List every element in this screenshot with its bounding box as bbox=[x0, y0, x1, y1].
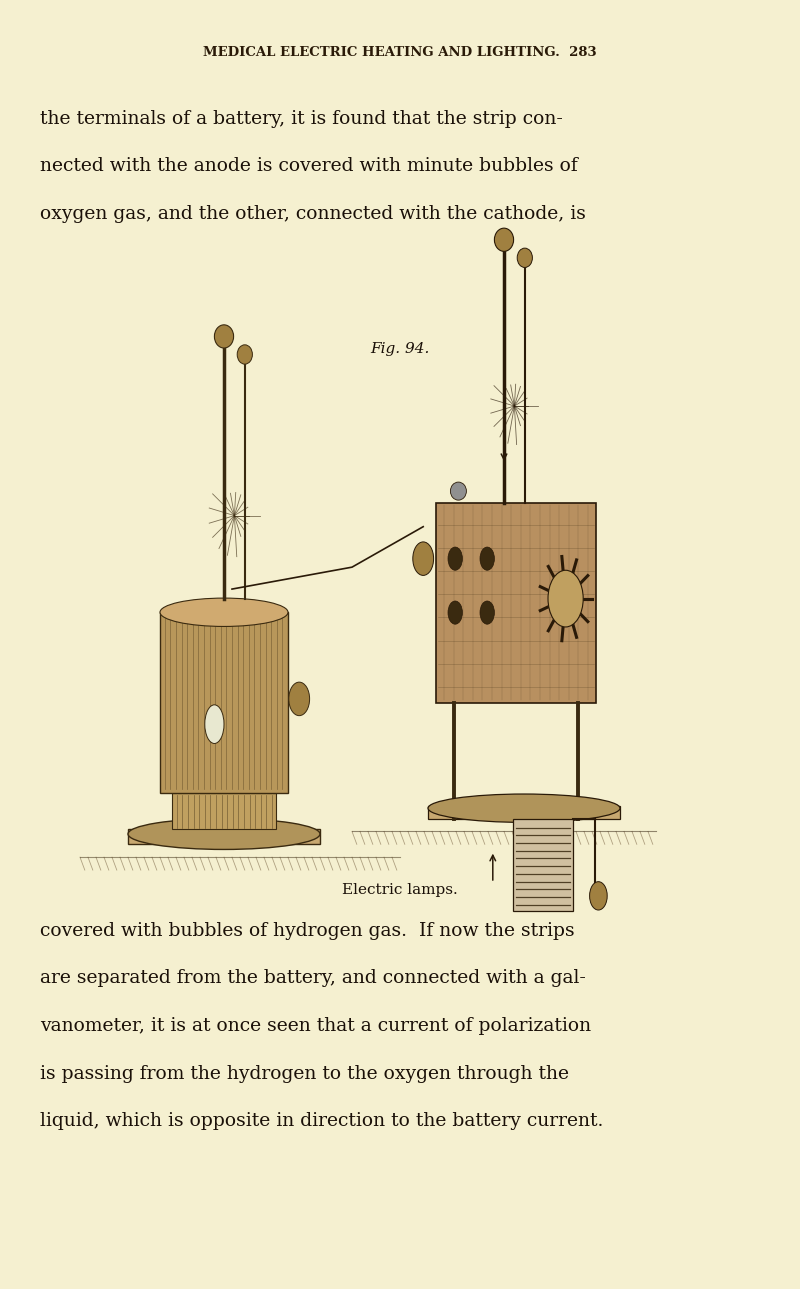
Circle shape bbox=[548, 570, 583, 626]
Ellipse shape bbox=[450, 482, 466, 500]
Text: are separated from the battery, and connected with a gal-: are separated from the battery, and conn… bbox=[40, 969, 586, 987]
Bar bbox=[160, 612, 288, 793]
Ellipse shape bbox=[160, 598, 288, 626]
Circle shape bbox=[448, 547, 462, 570]
Text: liquid, which is opposite in direction to the battery current.: liquid, which is opposite in direction t… bbox=[40, 1112, 603, 1130]
Text: Electric lamps.: Electric lamps. bbox=[342, 883, 458, 897]
Ellipse shape bbox=[214, 325, 234, 348]
Text: the terminals of a battery, it is found that the strip con-: the terminals of a battery, it is found … bbox=[40, 110, 563, 128]
Circle shape bbox=[480, 547, 494, 570]
Bar bbox=[172, 793, 276, 829]
Text: MEDICAL ELECTRIC HEATING AND LIGHTING.  283: MEDICAL ELECTRIC HEATING AND LIGHTING. 2… bbox=[203, 46, 597, 59]
Bar bbox=[436, 503, 596, 703]
Text: oxygen gas, and the other, connected with the cathode, is: oxygen gas, and the other, connected wit… bbox=[40, 205, 586, 223]
Circle shape bbox=[590, 882, 607, 910]
Circle shape bbox=[289, 682, 310, 715]
Text: is passing from the hydrogen to the oxygen through the: is passing from the hydrogen to the oxyg… bbox=[40, 1065, 569, 1083]
Circle shape bbox=[413, 541, 434, 575]
Bar bbox=[513, 819, 573, 911]
Ellipse shape bbox=[205, 705, 224, 744]
Bar bbox=[428, 806, 620, 819]
Text: Fig. 94.: Fig. 94. bbox=[370, 342, 430, 356]
Ellipse shape bbox=[238, 344, 253, 365]
Ellipse shape bbox=[518, 249, 533, 268]
Text: vanometer, it is at once seen that a current of polarization: vanometer, it is at once seen that a cur… bbox=[40, 1017, 591, 1035]
Circle shape bbox=[480, 601, 494, 624]
Ellipse shape bbox=[428, 794, 620, 822]
Bar bbox=[128, 829, 320, 844]
Text: covered with bubbles of hydrogen gas.  If now the strips: covered with bubbles of hydrogen gas. If… bbox=[40, 922, 574, 940]
Ellipse shape bbox=[128, 819, 320, 849]
Ellipse shape bbox=[494, 228, 514, 251]
Circle shape bbox=[448, 601, 462, 624]
Text: nected with the anode is covered with minute bubbles of: nected with the anode is covered with mi… bbox=[40, 157, 578, 175]
